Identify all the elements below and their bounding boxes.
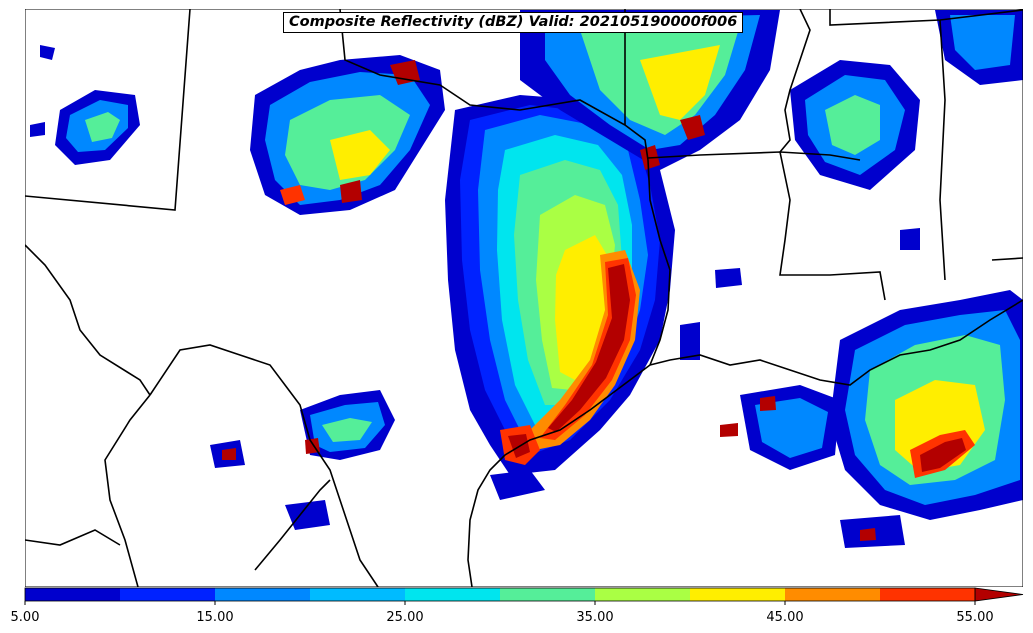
- reflectivity-se-cluster: [720, 290, 1023, 548]
- colorbar-tick-label: 5.00: [10, 610, 40, 625]
- reflectivity-nm-cell: [30, 45, 140, 165]
- colorbar-segment: [310, 588, 405, 601]
- colorbar-segment: [595, 588, 690, 601]
- colorbar-segment: [25, 588, 120, 601]
- colorbar-tick-label: 25.00: [386, 610, 424, 625]
- reflectivity-west-cells: [210, 390, 545, 530]
- colorbar-segment: [500, 588, 595, 601]
- reflectivity-ne-cells: [680, 10, 1023, 360]
- colorbar-segment: [880, 588, 975, 601]
- colorbar-tick-label: 35.00: [576, 610, 614, 625]
- colorbar-tick-label: 15.00: [196, 610, 234, 625]
- colorbar-segment: [120, 588, 215, 601]
- colorbar-segment: [405, 588, 500, 601]
- colorbar-segment: [690, 588, 785, 601]
- map-title: Composite Reflectivity (dBZ) Valid: 2021…: [283, 12, 744, 33]
- colorbar-segment: [215, 588, 310, 601]
- colorbar-extend-arrow: [974, 587, 1024, 602]
- reflectivity-main-line: [445, 95, 675, 475]
- colorbar-segment: [785, 588, 880, 601]
- reflectivity-nw-cluster: [250, 55, 445, 215]
- colorbar-tick-label: 55.00: [956, 610, 994, 625]
- reflectivity-north-band: [520, 10, 780, 170]
- colorbar-border: [24, 587, 976, 602]
- state-borders: [25, 9, 1023, 587]
- colorbar-tick-label: 45.00: [766, 610, 804, 625]
